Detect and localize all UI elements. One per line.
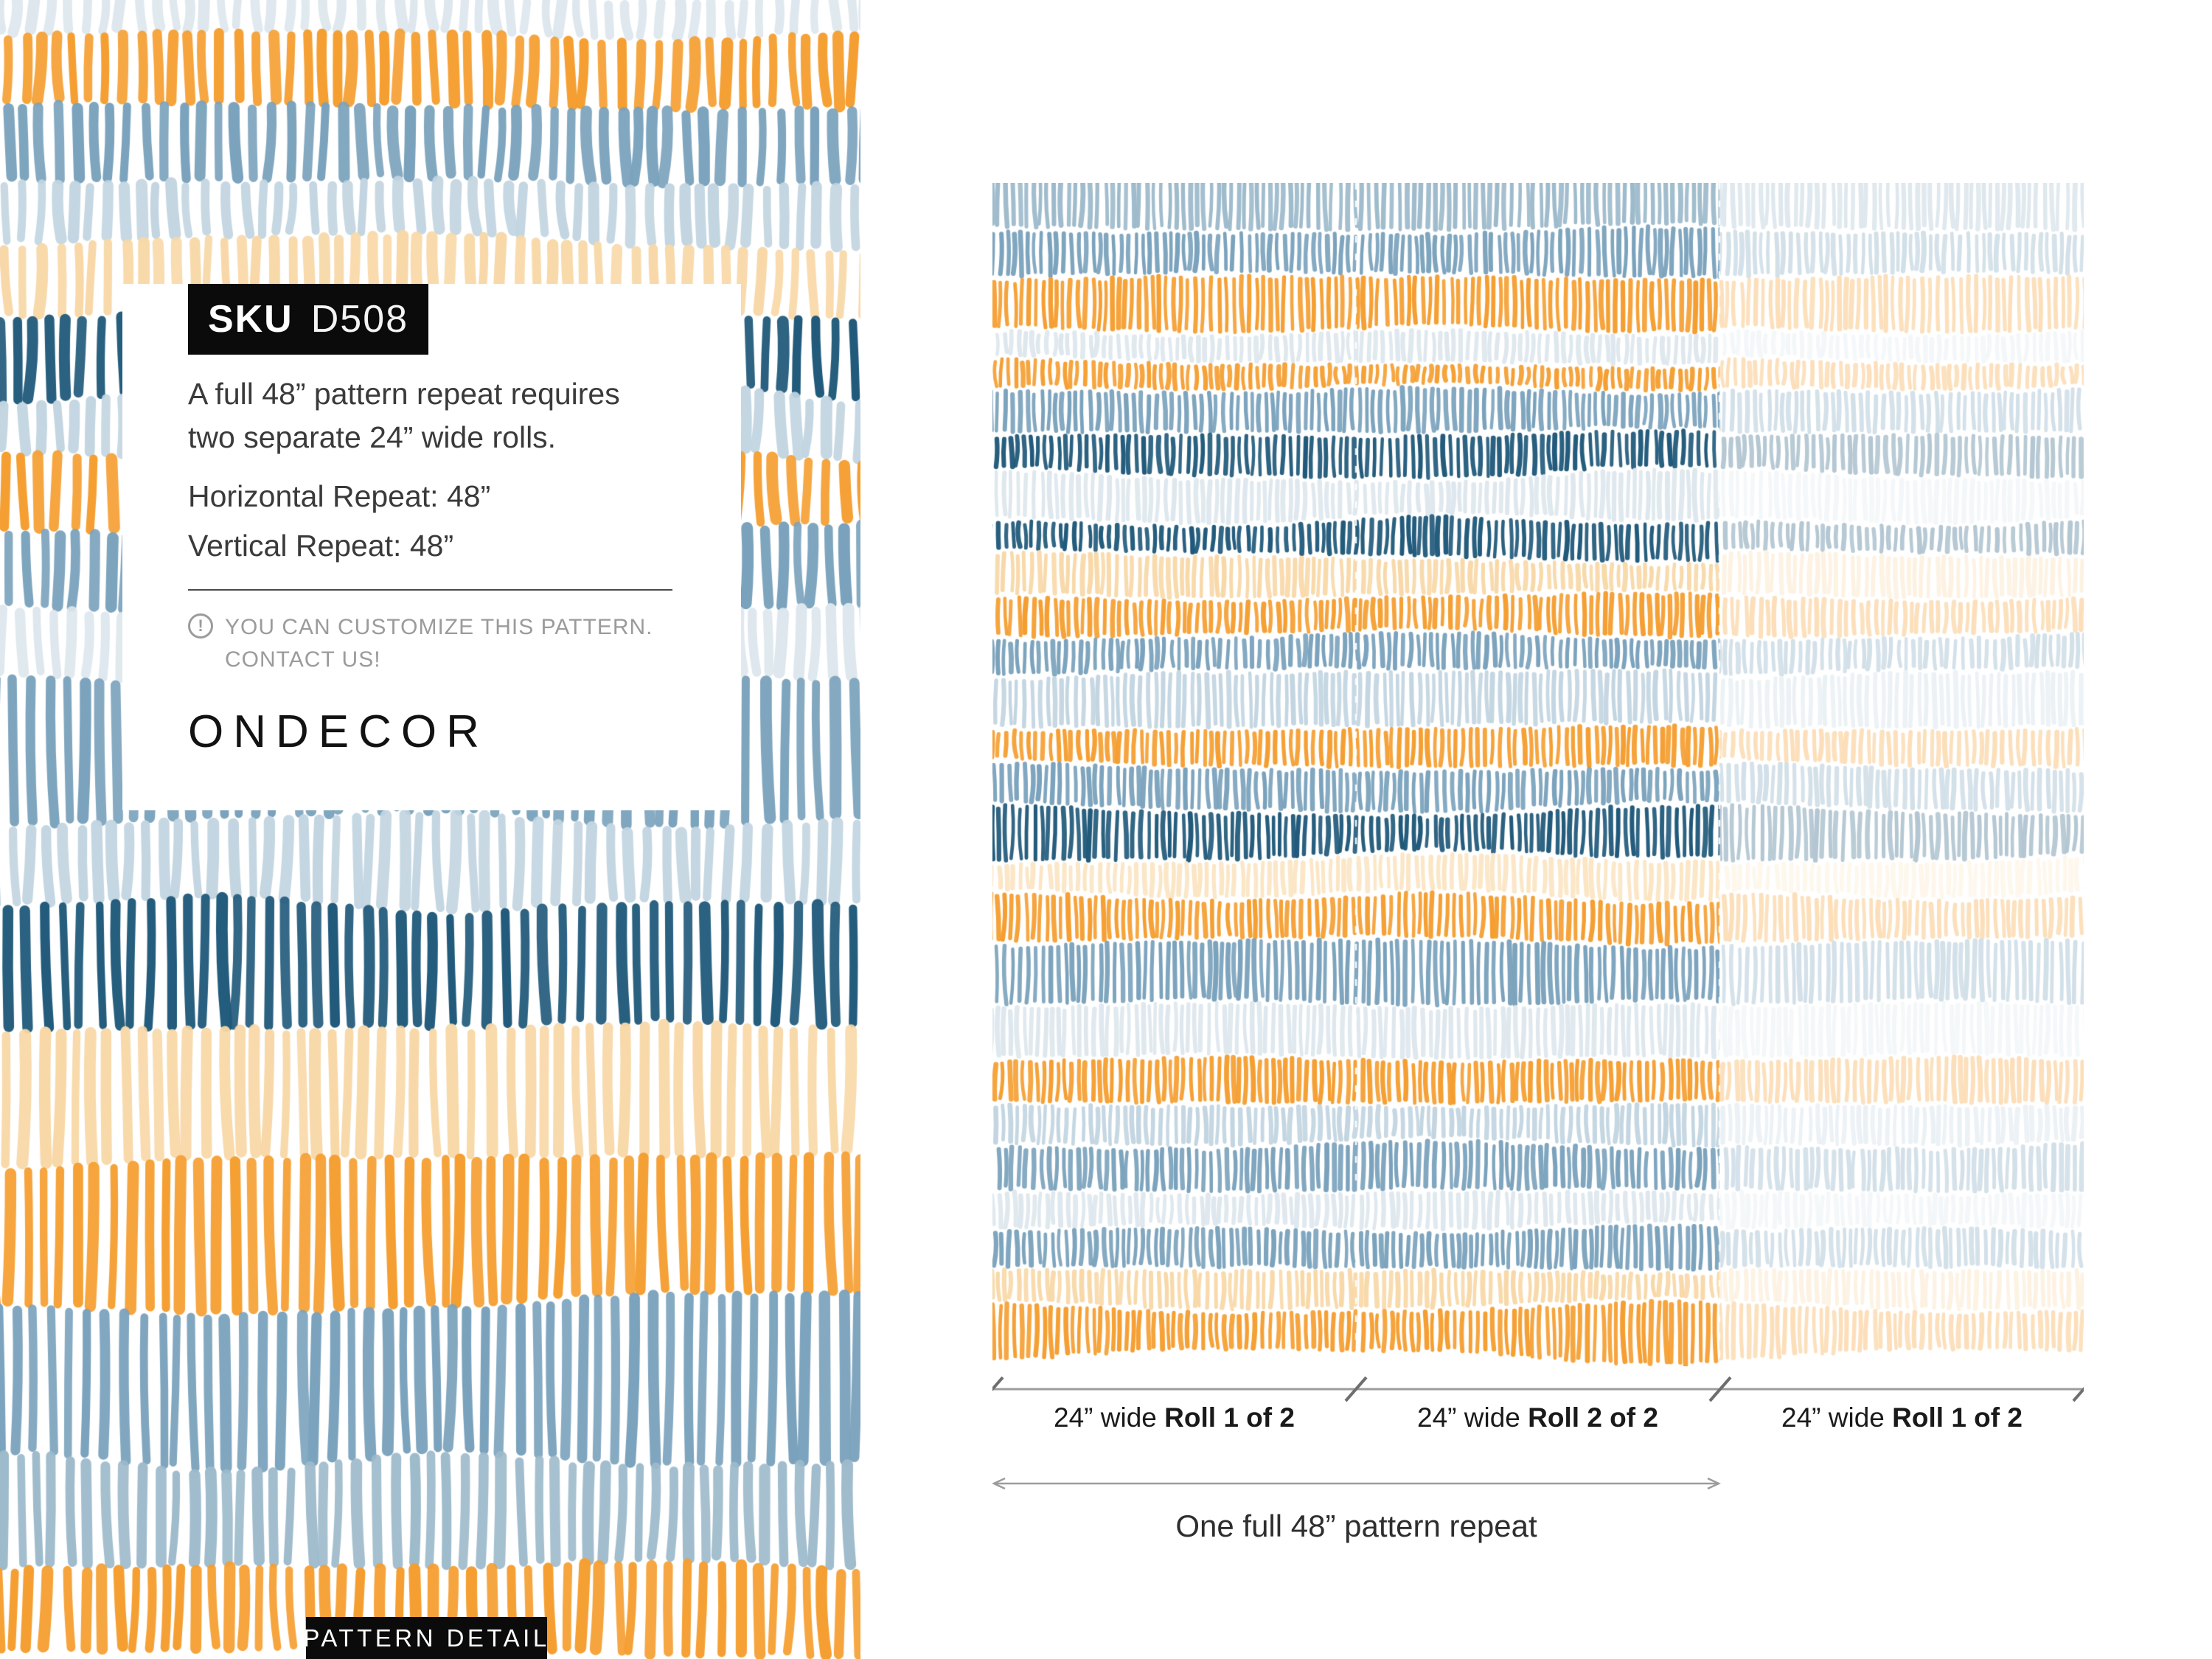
brand-logo: ONDECOR: [188, 706, 489, 757]
pattern-detail-canvas: [0, 0, 860, 1659]
arrow-left-icon: [992, 1477, 1006, 1490]
roll-label-1: 24” wide Roll 1 of 2: [992, 1402, 1356, 1433]
roll-label-3: 24” wide Roll 1 of 2: [1720, 1402, 2084, 1433]
repeat-description: A full 48” pattern repeat requires two s…: [188, 372, 620, 459]
repeat-description-line1: A full 48” pattern repeat requires: [188, 377, 620, 411]
roll-label-3-name: Roll 1 of 2: [1892, 1402, 2023, 1433]
sku-label: SKU: [207, 298, 293, 341]
customize-note-line2: CONTACT US!: [225, 647, 381, 672]
roll-label-1-prefix: 24” wide: [1054, 1402, 1165, 1433]
customize-note-text: YOU CAN CUSTOMIZE THIS PATTERN. CONTACT …: [225, 611, 653, 675]
info-icon: !: [188, 613, 213, 639]
roll-label-2: 24” wide Roll 2 of 2: [1356, 1402, 1719, 1433]
horizontal-repeat: Horizontal Repeat: 48”: [188, 479, 491, 513]
arrow-right-icon: [1707, 1477, 1721, 1490]
roll-label-1-name: Roll 1 of 2: [1164, 1402, 1295, 1433]
repeat-specs: Horizontal Repeat: 48” Vertical Repeat: …: [188, 477, 490, 566]
card-divider: [188, 589, 672, 591]
pattern-detail-label: PATTERN DETAIL: [303, 1617, 547, 1659]
customize-note: ! YOU CAN CUSTOMIZE THIS PATTERN. CONTAC…: [188, 611, 653, 675]
sku-badge: SKU D508: [188, 284, 428, 355]
repeat-caption: One full 48” pattern repeat: [1175, 1509, 1537, 1543]
roll-label-3-prefix: 24” wide: [1781, 1402, 1893, 1433]
repeat-description-line2: two separate 24” wide rolls.: [188, 420, 557, 454]
sku-value: D508: [310, 298, 409, 341]
roll-label-2-prefix: 24” wide: [1417, 1402, 1528, 1433]
dimension-ticks: [992, 1376, 2084, 1402]
info-card: SKU D508 A full 48” pattern repeat requi…: [122, 284, 741, 810]
vertical-repeat: Vertical Repeat: 48”: [188, 529, 454, 563]
customize-note-line1: YOU CAN CUSTOMIZE THIS PATTERN.: [225, 615, 653, 639]
roll-visualization-canvas: [992, 183, 2084, 1366]
roll-label-2-name: Roll 2 of 2: [1528, 1402, 1658, 1433]
dimension-annotations: [992, 1376, 2084, 1490]
